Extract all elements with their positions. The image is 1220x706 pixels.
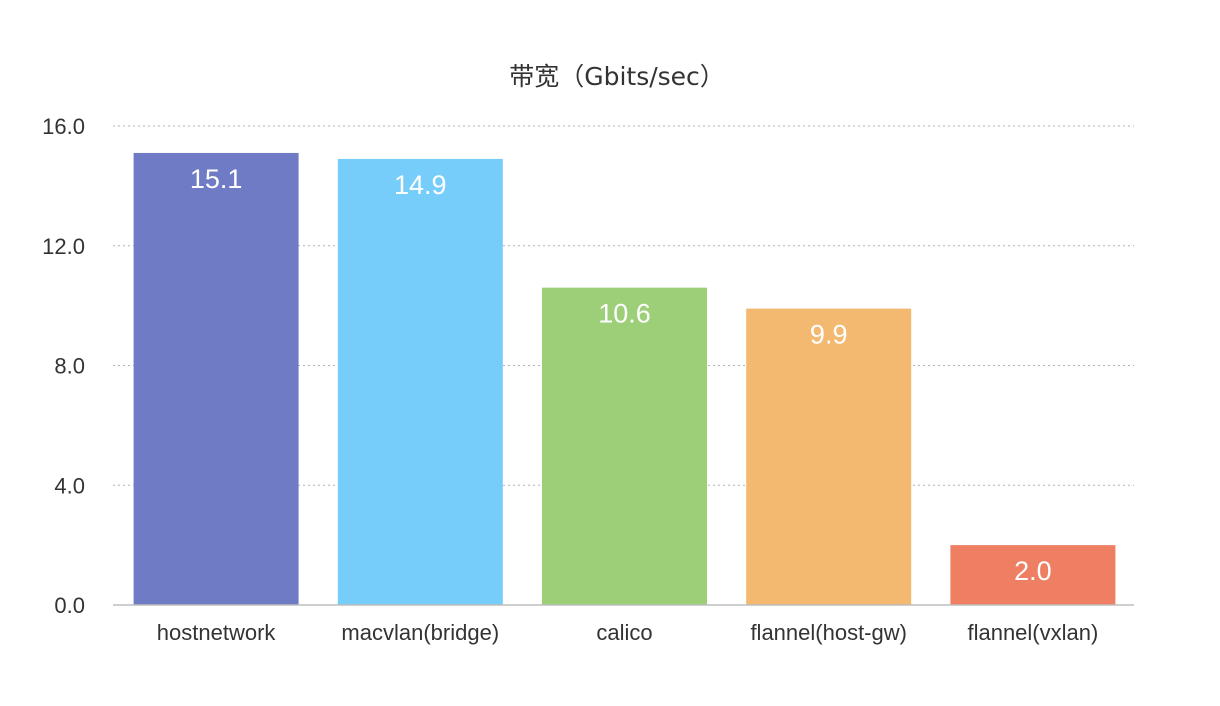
y-tick-label: 12.0 <box>42 234 85 259</box>
bar <box>337 158 503 605</box>
bar <box>542 287 707 605</box>
bar-value-label: 2.0 <box>1014 556 1052 586</box>
x-tick-label: hostnetwork <box>157 620 277 645</box>
y-tick-label: 8.0 <box>54 354 85 379</box>
bars <box>133 152 1116 605</box>
y-tick-label: 0.0 <box>54 593 85 618</box>
x-axis: hostnetwork macvlan(bridge) calico flannel(… <box>113 604 1134 645</box>
y-axis: 0.0 4.0 8.0 12.0 16.0 <box>42 114 85 618</box>
bar <box>950 545 1116 605</box>
bar-value-label: 10.6 <box>598 299 651 329</box>
x-tick-label: flannel(vxlan) <box>967 620 1098 645</box>
y-tick-label: 16.0 <box>42 114 85 139</box>
x-tick-label: macvlan(bridge) <box>341 620 499 645</box>
x-tick-label: flannel(host-gw) <box>750 620 907 645</box>
y-tick-label: 4.0 <box>54 473 85 498</box>
chart-title: 带宽（Gbits/sec） <box>509 62 725 91</box>
x-tick-label: calico <box>596 620 652 645</box>
bar-value-label: 15.1 <box>190 164 243 194</box>
bar-value-label: 14.9 <box>394 170 447 200</box>
bar <box>746 308 912 605</box>
bar-value-label: 9.9 <box>810 320 848 350</box>
bar <box>133 152 299 605</box>
value-labels: 15.1 14.9 10.6 9.9 2.0 <box>190 164 1052 586</box>
